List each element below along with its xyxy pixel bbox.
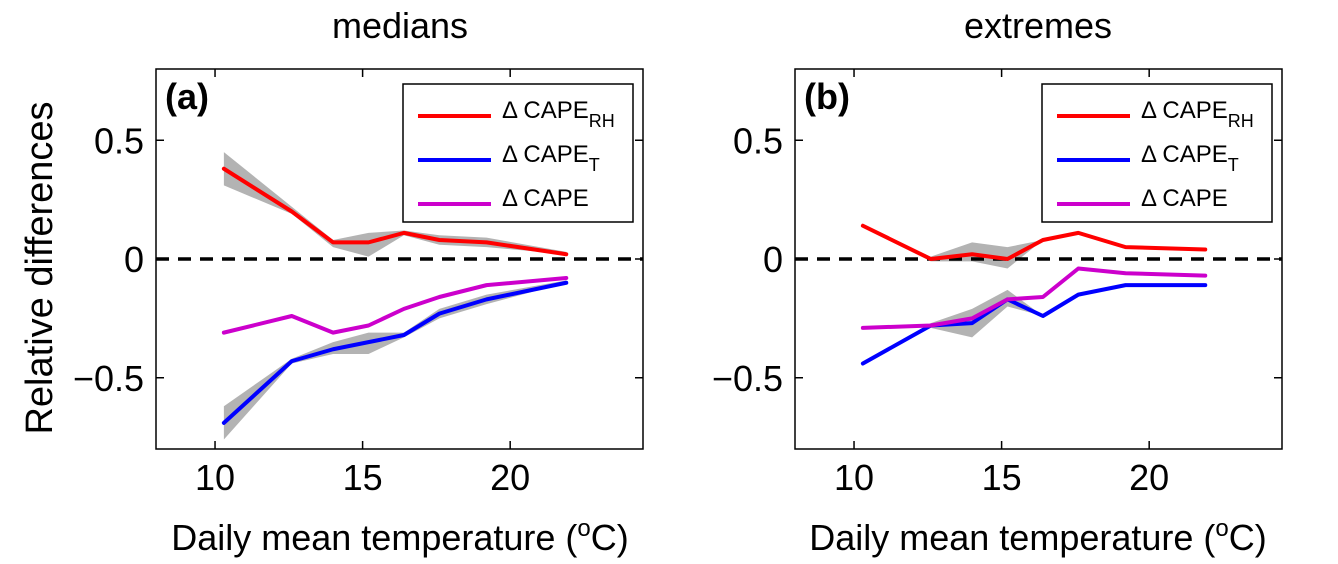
panel-b-xtick-label: 15 bbox=[982, 457, 1022, 498]
x-axis-label-a-sup: o bbox=[577, 515, 590, 542]
panel-b-ytick-label: 0 bbox=[763, 239, 783, 280]
panel-b-ytick-label: 0.5 bbox=[733, 120, 783, 161]
x-axis-label-a: Daily mean temperature (oC) bbox=[171, 515, 629, 558]
panel-b-total-line bbox=[863, 269, 1205, 328]
panel-a-legend-label-total: Δ CAPE bbox=[502, 185, 589, 212]
panel-b-xtick-label: 10 bbox=[834, 457, 874, 498]
panel-a-label: (a) bbox=[165, 76, 209, 117]
panel-a-t-uncertainty-band bbox=[224, 280, 566, 439]
panel-b-ytick-label: −0.5 bbox=[712, 358, 783, 399]
panel-a-xtick-label: 20 bbox=[490, 457, 530, 498]
panel-b-xtick-label: 20 bbox=[1129, 457, 1169, 498]
x-axis-label-a-end: C) bbox=[591, 517, 629, 558]
panel-a-ytick-label: −0.5 bbox=[73, 358, 144, 399]
x-axis-label-b-main: Daily mean temperature ( bbox=[809, 517, 1215, 558]
panel-a-title: medians bbox=[332, 5, 468, 46]
panel-a-total-line bbox=[224, 278, 566, 333]
panel-a-t-line bbox=[224, 283, 566, 423]
panel-a-xtick-label: 15 bbox=[343, 457, 383, 498]
x-axis-label-b-sup: o bbox=[1215, 515, 1228, 542]
x-axis-label-a-main: Daily mean temperature ( bbox=[171, 517, 577, 558]
panel-b-title: extremes bbox=[964, 5, 1112, 46]
panel-a-ytick-label: 0.5 bbox=[94, 120, 144, 161]
x-axis-label-b-end: C) bbox=[1229, 517, 1267, 558]
panel-a-ytick-label: 0 bbox=[124, 239, 144, 280]
panel-a-xtick-label: 10 bbox=[195, 457, 235, 498]
panel-b-legend-label-total: Δ CAPE bbox=[1141, 185, 1228, 212]
x-axis-label-b: Daily mean temperature (oC) bbox=[809, 515, 1267, 558]
y-axis-label: Relative differences bbox=[19, 101, 61, 434]
panel-b-label: (b) bbox=[804, 76, 850, 117]
